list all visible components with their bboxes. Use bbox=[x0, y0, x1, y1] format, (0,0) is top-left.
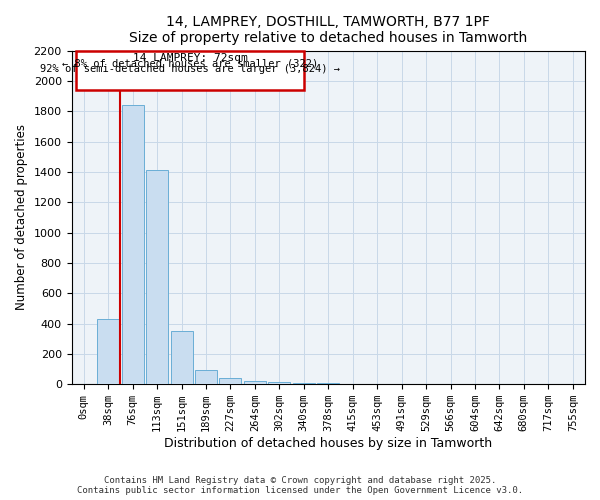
Bar bbox=[146, 170, 168, 384]
Bar bbox=[220, 378, 241, 384]
Bar bbox=[122, 105, 143, 384]
Text: ← 8% of detached houses are smaller (322): ← 8% of detached houses are smaller (322… bbox=[62, 58, 318, 68]
Text: Contains HM Land Registry data © Crown copyright and database right 2025.
Contai: Contains HM Land Registry data © Crown c… bbox=[77, 476, 523, 495]
Bar bbox=[170, 331, 193, 384]
X-axis label: Distribution of detached houses by size in Tamworth: Distribution of detached houses by size … bbox=[164, 437, 493, 450]
Bar bbox=[195, 370, 217, 384]
Text: 92% of semi-detached houses are larger (3,824) →: 92% of semi-detached houses are larger (… bbox=[40, 64, 340, 74]
Title: 14, LAMPREY, DOSTHILL, TAMWORTH, B77 1PF
Size of property relative to detached h: 14, LAMPREY, DOSTHILL, TAMWORTH, B77 1PF… bbox=[129, 15, 527, 45]
Bar bbox=[244, 381, 266, 384]
Bar bbox=[293, 383, 315, 384]
Text: 14 LAMPREY: 72sqm: 14 LAMPREY: 72sqm bbox=[133, 53, 247, 63]
Bar bbox=[268, 382, 290, 384]
Y-axis label: Number of detached properties: Number of detached properties bbox=[15, 124, 28, 310]
Bar bbox=[97, 319, 119, 384]
Bar bbox=[76, 50, 304, 90]
